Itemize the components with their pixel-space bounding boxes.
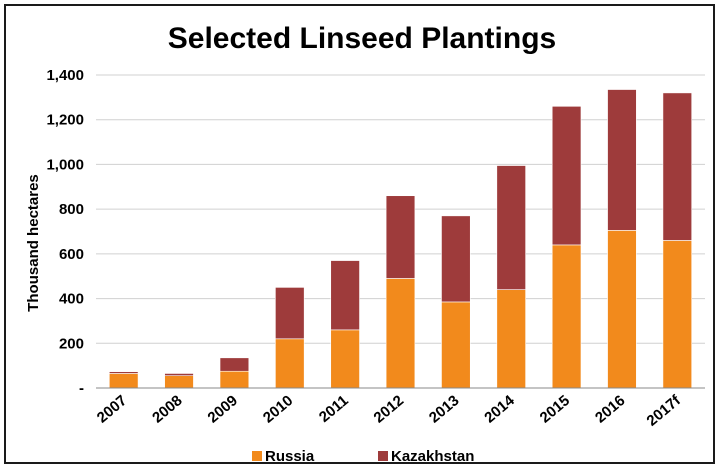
bar-kazakhstan-2011 <box>330 260 360 331</box>
x-tick-label: 2008 <box>149 392 185 426</box>
legend-label-russia: Russia <box>265 448 315 465</box>
bar-kazakhstan-2008 <box>164 373 194 377</box>
x-tick-label: 2017f <box>644 391 685 429</box>
x-tick-label: 2015 <box>537 392 573 426</box>
y-tick-label: 600 <box>59 246 84 263</box>
x-tick-label: 2013 <box>426 392 462 426</box>
legend-swatch-russia <box>252 451 262 461</box>
bar-kazakhstan-2016 <box>607 89 637 231</box>
x-tick-label: 2011 <box>316 392 352 426</box>
x-tick-label: 2009 <box>204 392 240 426</box>
bar-russia-2010 <box>275 338 305 389</box>
y-tick-label: 800 <box>59 201 84 218</box>
bar-kazakhstan-2007 <box>108 371 139 374</box>
bar-russia-2009 <box>219 370 250 389</box>
legend-swatch-kazakhstan <box>378 451 388 461</box>
y-axis-label: Thousand hectares <box>25 174 42 312</box>
bar-russia-2007 <box>108 373 139 389</box>
bar-russia-2011 <box>330 329 360 389</box>
bar-russia-2015 <box>551 244 582 389</box>
y-tick-label: - <box>79 380 84 397</box>
x-tick-label: 2012 <box>371 392 407 426</box>
bar-kazakhstan-2015 <box>551 106 582 246</box>
legend-label-kazakhstan: Kazakhstan <box>391 448 474 465</box>
x-tick-label: 2010 <box>260 392 296 426</box>
bar-russia-2012 <box>385 278 416 389</box>
bar-kazakhstan-2017f <box>662 92 693 241</box>
bar-russia-2014 <box>496 289 526 389</box>
x-tick-label: 2016 <box>592 392 628 426</box>
y-tick-label: 1,000 <box>46 156 84 173</box>
bar-kazakhstan-2009 <box>219 357 250 372</box>
y-tick-label: 1,200 <box>46 112 84 129</box>
bar-kazakhstan-2013 <box>441 215 471 303</box>
x-tick-label: 2007 <box>94 392 130 426</box>
bar-russia-2008 <box>164 375 194 389</box>
bar-russia-2017f <box>662 240 693 389</box>
bar-kazakhstan-2014 <box>496 165 526 290</box>
x-tick-label: 2014 <box>481 392 518 427</box>
bar-kazakhstan-2010 <box>275 287 305 340</box>
chart-title: Selected Linseed Plantings <box>168 22 556 55</box>
y-tick-label: 200 <box>59 335 84 352</box>
y-tick-label: 400 <box>59 291 84 308</box>
bar-russia-2013 <box>441 301 471 389</box>
bar-kazakhstan-2012 <box>385 195 416 279</box>
y-tick-label: 1,400 <box>46 67 84 84</box>
bar-russia-2016 <box>607 230 637 389</box>
